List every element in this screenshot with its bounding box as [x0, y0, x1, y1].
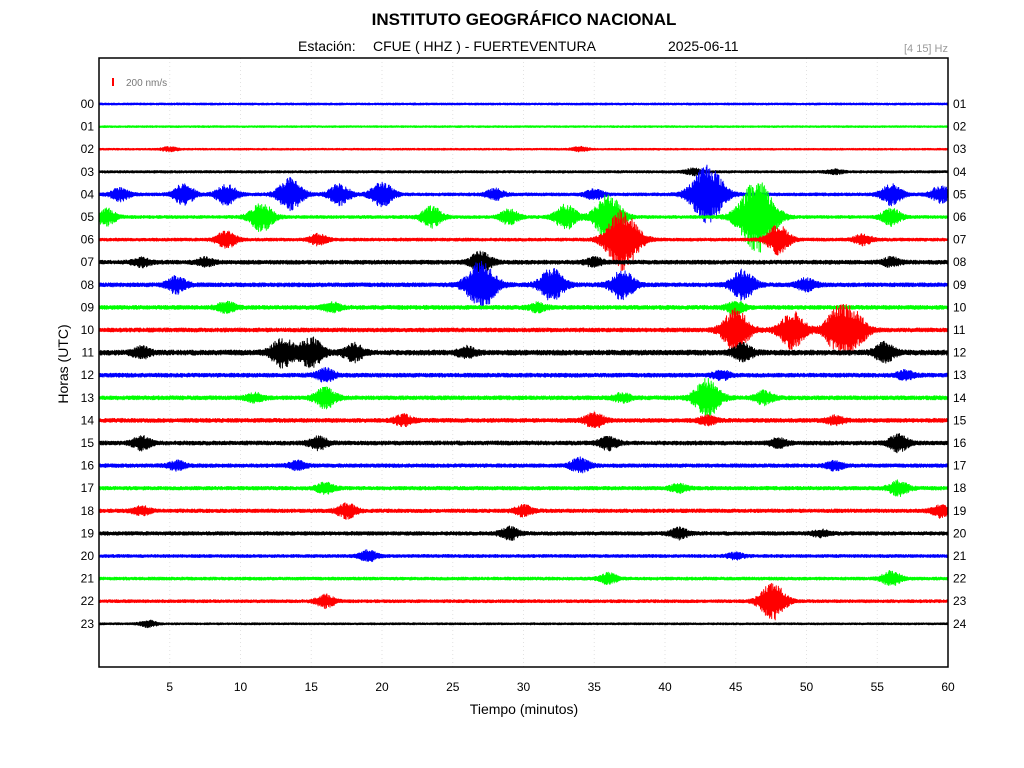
trace-hour-15 — [98, 433, 949, 454]
hour-label-right-22: 22 — [953, 572, 967, 586]
trace-hour-19 — [98, 525, 949, 541]
x-tick-40: 40 — [658, 680, 672, 694]
x-tick-60: 60 — [941, 680, 955, 694]
hour-label-left-01: 01 — [81, 120, 95, 134]
hour-label-right-11: 11 — [953, 323, 966, 337]
hour-label-right-14: 14 — [953, 391, 967, 405]
hour-label-right-13: 13 — [953, 368, 967, 382]
plot-frame — [98, 57, 949, 668]
hour-label-left-00: 00 — [81, 97, 95, 111]
hour-label-left-20: 20 — [81, 549, 95, 563]
hour-label-left-19: 19 — [81, 526, 95, 540]
y-axis-label: Horas (UTC) — [55, 324, 71, 403]
chart-title: INSTITUTO GEOGRÁFICO NACIONAL — [372, 10, 677, 29]
hour-label-right-19: 19 — [953, 504, 967, 518]
trace-hour-13 — [98, 377, 949, 418]
x-axis-label: Tiempo (minutos) — [470, 701, 578, 717]
trace-hour-00 — [98, 102, 949, 106]
hour-label-left-07: 07 — [81, 255, 95, 269]
right-hour-labels: 01 02 03 04 05 06 07 08 09 10 11 12 13 14 15 16 17 18 19 20… — [953, 97, 967, 631]
hour-label-right-05: 05 — [953, 187, 967, 201]
trace-hour-05 — [98, 182, 949, 253]
station-label: Estación: — [298, 38, 356, 54]
hour-label-left-12: 12 — [81, 368, 95, 382]
hour-label-right-04: 04 — [953, 165, 967, 179]
hour-label-left-17: 17 — [81, 481, 95, 495]
trace-hour-08 — [98, 260, 949, 310]
x-tick-35: 35 — [588, 680, 602, 694]
hour-label-right-01: 01 — [953, 97, 967, 111]
trace-hour-03 — [98, 167, 949, 177]
record-date: 2025-06-11 — [668, 38, 739, 54]
hour-label-left-14: 14 — [81, 413, 95, 427]
left-hour-labels: 00 01 02 03 04 05 06 07 08 09 10 11 12 13 14 15 16 17 18 19… — [81, 97, 95, 631]
trace-hour-18 — [98, 502, 949, 520]
trace-hour-17 — [98, 479, 949, 497]
hour-label-left-13: 13 — [81, 391, 95, 405]
hour-label-left-03: 03 — [81, 165, 95, 179]
seismic-traces — [98, 102, 949, 629]
trace-hour-01 — [98, 125, 949, 128]
hour-label-left-22: 22 — [81, 594, 95, 608]
hour-label-left-05: 05 — [81, 210, 95, 224]
hour-label-left-15: 15 — [81, 436, 95, 450]
hour-label-left-23: 23 — [81, 617, 95, 631]
hour-label-left-02: 02 — [81, 142, 95, 156]
trace-hour-16 — [98, 456, 949, 474]
x-tick-20: 20 — [375, 680, 389, 694]
hour-label-right-21: 21 — [953, 549, 967, 563]
hour-label-right-02: 02 — [953, 120, 967, 134]
hour-label-right-03: 03 — [953, 142, 967, 156]
hour-label-left-18: 18 — [81, 504, 95, 518]
hour-label-left-10: 10 — [81, 323, 95, 337]
hour-label-left-11: 11 — [82, 346, 95, 360]
hour-label-right-08: 08 — [953, 255, 967, 269]
trace-hour-09 — [98, 300, 949, 316]
x-tick-45: 45 — [729, 680, 743, 694]
hour-label-right-17: 17 — [953, 459, 967, 473]
hour-label-left-04: 04 — [81, 187, 95, 201]
hour-label-left-06: 06 — [81, 233, 95, 247]
hour-label-left-08: 08 — [81, 278, 95, 292]
x-tick-30: 30 — [517, 680, 531, 694]
hour-label-right-15: 15 — [953, 413, 967, 427]
hour-label-right-18: 18 — [953, 481, 967, 495]
x-tick-55: 55 — [871, 680, 885, 694]
hour-label-right-06: 06 — [953, 210, 967, 224]
trace-hour-04 — [98, 164, 949, 224]
hour-label-right-23: 23 — [953, 594, 967, 608]
hour-label-right-20: 20 — [953, 526, 967, 540]
trace-hour-06 — [98, 209, 949, 271]
hour-label-right-09: 09 — [953, 278, 967, 292]
x-tick-10: 10 — [234, 680, 248, 694]
hour-label-right-24: 24 — [953, 617, 967, 631]
station-name: CFUE ( HHZ ) - FUERTEVENTURA — [373, 38, 597, 54]
trace-hour-02 — [98, 145, 949, 153]
hour-label-right-12: 12 — [953, 346, 967, 360]
trace-hour-14 — [98, 411, 949, 429]
hour-label-left-16: 16 — [81, 459, 95, 473]
scale-label: 200 nm/s — [126, 78, 167, 89]
trace-hour-21 — [98, 570, 949, 586]
hour-label-left-09: 09 — [81, 300, 95, 314]
filter-band: [4 15] Hz — [904, 43, 948, 55]
hour-label-left-21: 21 — [81, 572, 95, 586]
trace-hour-10 — [98, 304, 949, 356]
hour-label-right-16: 16 — [953, 436, 967, 450]
trace-hour-20 — [98, 549, 949, 563]
x-tick-labels: 5 10 15 20 25 30 35 40 45 50 55 60 — [166, 680, 955, 694]
trace-hour-11 — [98, 336, 949, 369]
x-tick-5: 5 — [166, 680, 173, 694]
hour-label-right-07: 07 — [953, 233, 967, 247]
hour-label-right-10: 10 — [953, 300, 967, 314]
x-tick-25: 25 — [446, 680, 460, 694]
x-tick-50: 50 — [800, 680, 814, 694]
x-tick-15: 15 — [305, 680, 319, 694]
trace-hour-12 — [98, 367, 949, 383]
trace-hour-07 — [98, 250, 949, 274]
trace-hour-22 — [98, 582, 949, 621]
trace-hour-23 — [98, 619, 949, 629]
